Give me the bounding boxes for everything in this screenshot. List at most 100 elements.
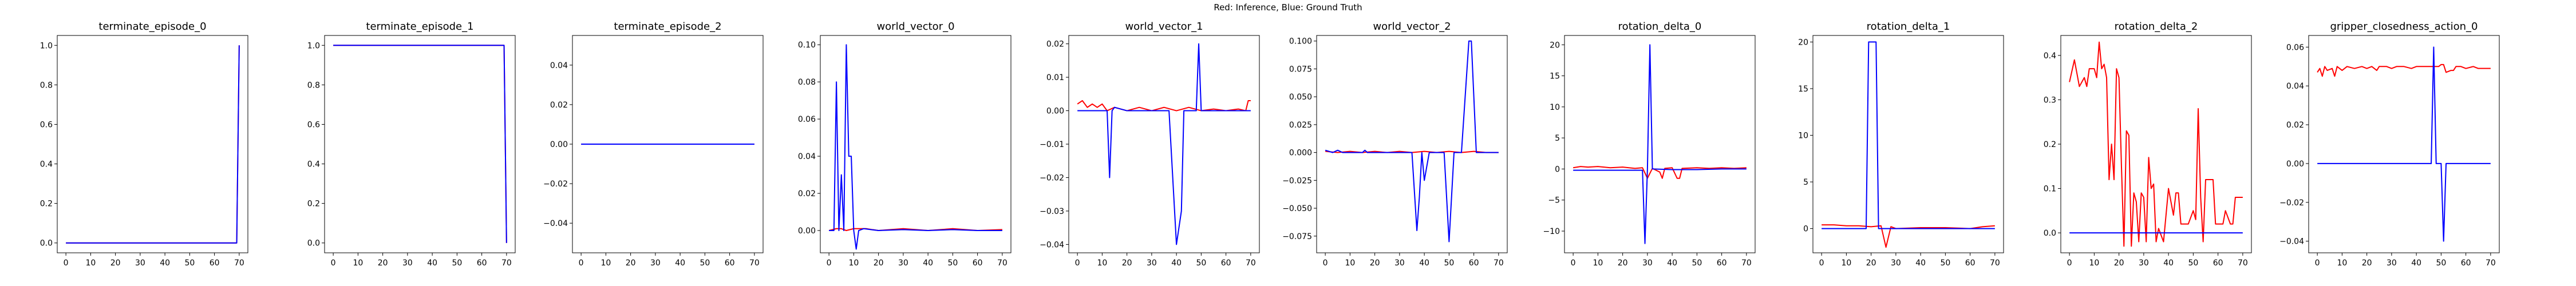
x-tick-label: 30 bbox=[650, 259, 661, 268]
x-tick-label: 10 bbox=[85, 259, 96, 268]
plot-lines bbox=[1822, 41, 1995, 248]
y-tick-label: −10 bbox=[1543, 227, 1560, 236]
series-line-inference bbox=[2069, 41, 2243, 247]
x-tick-label: 70 bbox=[749, 259, 760, 268]
x-tick-label: 30 bbox=[402, 259, 413, 268]
x-tick-label: 30 bbox=[1891, 259, 1901, 268]
y-tick-label: 0.100 bbox=[1289, 37, 1312, 46]
x-tick-label: 40 bbox=[675, 259, 685, 268]
y-tick-label: 0.000 bbox=[1289, 149, 1312, 158]
y-tick-label: 0.02 bbox=[2286, 121, 2304, 130]
subplot-world-vector-2: world_vector_2 0 10 20 30 40 50 60 70 −0.075 −0.05… bbox=[1282, 21, 1508, 268]
y-tick-label: −0.075 bbox=[1282, 232, 1312, 241]
y-tick-label: 15 bbox=[1550, 72, 1560, 81]
x-tick-label: 50 bbox=[184, 259, 195, 268]
x-tick-label: 60 bbox=[210, 259, 220, 268]
x-tick-label: 70 bbox=[2238, 259, 2248, 268]
y-tick-label: −0.050 bbox=[1282, 204, 1312, 213]
figure-suptitle: Red: Inference, Blue: Ground Truth bbox=[1214, 2, 1362, 13]
x-tick-label: 20 bbox=[874, 259, 884, 268]
y-tick-label: 0.0 bbox=[307, 239, 320, 248]
axes-frame bbox=[2060, 35, 2252, 253]
y-tick-label: −5 bbox=[1548, 196, 1560, 205]
x-tick-label: 60 bbox=[1221, 259, 1231, 268]
x-tick-label: 30 bbox=[1394, 259, 1405, 268]
x-tick-label: 20 bbox=[2114, 259, 2124, 268]
series-line-inference bbox=[1573, 166, 1747, 179]
x-tick-label: 50 bbox=[2436, 259, 2446, 268]
y-tick-label: 1.0 bbox=[40, 41, 53, 50]
x-tick-label: 10 bbox=[600, 259, 611, 268]
plot-lines bbox=[1325, 40, 1499, 243]
subplot-terminate-episode-2: terminate_episode_2 0 10 20 30 40 50 60 70 −0.04 −… bbox=[543, 21, 764, 268]
x-tick-label: 30 bbox=[1642, 259, 1653, 268]
x-tick-label: 60 bbox=[725, 259, 735, 268]
y-tick-label: 0.2 bbox=[2044, 140, 2056, 149]
x-tick-label: 50 bbox=[947, 259, 958, 268]
x-tick-label: 10 bbox=[2337, 259, 2347, 268]
x-tick-label: 20 bbox=[1866, 259, 1876, 268]
axes-frame bbox=[1564, 35, 1756, 253]
y-tick-label: 0.025 bbox=[1289, 121, 1312, 130]
y-tick-label: 0.02 bbox=[550, 101, 568, 110]
series-line-ground-truth bbox=[1077, 43, 1251, 245]
y-tick-label: 0.02 bbox=[1046, 40, 1064, 49]
y-tick-label: −0.02 bbox=[543, 180, 568, 189]
x-tick-label: 0 bbox=[1075, 259, 1080, 268]
x-tick-label: 50 bbox=[1692, 259, 1702, 268]
y-tick-label: 0.0 bbox=[2044, 229, 2056, 238]
y-tick-label: 0.8 bbox=[40, 81, 53, 90]
series-line-ground-truth bbox=[829, 44, 1002, 250]
y-tick-label: 0.00 bbox=[798, 227, 816, 236]
plot-lines bbox=[333, 45, 507, 243]
y-tick-label: 0.4 bbox=[2044, 51, 2056, 61]
subplot-title: world_vector_0 bbox=[876, 21, 954, 33]
series-line-ground-truth bbox=[1822, 41, 1995, 229]
x-tick-label: 40 bbox=[160, 259, 170, 268]
y-tick-label: 0.075 bbox=[1289, 65, 1312, 74]
x-tick-label: 60 bbox=[2213, 259, 2223, 268]
axes-frame bbox=[57, 35, 248, 253]
x-tick-label: 30 bbox=[2139, 259, 2149, 268]
y-tick-label: 0.8 bbox=[307, 81, 320, 90]
y-tick-label: 0.06 bbox=[2286, 43, 2304, 52]
y-tick-label: 0.01 bbox=[1046, 73, 1064, 82]
x-tick-label: 60 bbox=[1965, 259, 1976, 268]
y-tick-label: 0.00 bbox=[1046, 107, 1064, 116]
x-tick-label: 40 bbox=[1419, 259, 1429, 268]
x-tick-label: 0 bbox=[2315, 259, 2320, 268]
axes-frame bbox=[820, 35, 1012, 253]
x-tick-label: 20 bbox=[1370, 259, 1380, 268]
x-tick-label: 70 bbox=[1741, 259, 1752, 268]
axes-frame bbox=[1068, 35, 1260, 253]
x-tick-label: 20 bbox=[2362, 259, 2372, 268]
x-tick-label: 40 bbox=[1667, 259, 1677, 268]
x-tick-label: 70 bbox=[1990, 259, 2000, 268]
subplot-terminate-episode-0: terminate_episode_0 0 10 20 30 40 50 60 70 0.0 0.2… bbox=[40, 21, 248, 268]
subplot-title: gripper_closedness_action_0 bbox=[2330, 21, 2478, 33]
x-tick-label: 50 bbox=[1196, 259, 1206, 268]
y-tick-label: −0.03 bbox=[1040, 207, 1064, 216]
x-tick-label: 30 bbox=[135, 259, 145, 268]
plot-lines bbox=[2069, 41, 2243, 247]
x-tick-label: 20 bbox=[378, 259, 388, 268]
x-tick-label: 30 bbox=[1147, 259, 1157, 268]
y-tick-label: 0.2 bbox=[307, 200, 320, 209]
plot-lines bbox=[828, 44, 1002, 250]
y-tick-label: −0.025 bbox=[1282, 176, 1312, 185]
y-tick-label: 5 bbox=[1555, 134, 1560, 143]
x-tick-label: 0 bbox=[827, 259, 832, 268]
x-tick-label: 60 bbox=[1717, 259, 1727, 268]
subplot-title: terminate_episode_0 bbox=[98, 21, 206, 33]
axes-frame bbox=[1316, 35, 1508, 253]
y-tick-label: −0.04 bbox=[2279, 237, 2304, 247]
y-tick-label: 0.00 bbox=[550, 140, 568, 149]
x-tick-label: 40 bbox=[2163, 259, 2174, 268]
y-tick-label: 0.6 bbox=[307, 120, 320, 129]
x-tick-label: 70 bbox=[1246, 259, 1256, 268]
x-tick-label: 0 bbox=[579, 259, 584, 268]
subplot-gripper-closedness-action-0: gripper_closedness_action_0 0 10 20 30 40 50 60… bbox=[2279, 21, 2500, 268]
y-tick-label: 0 bbox=[1803, 225, 1808, 234]
y-tick-label: 20 bbox=[1798, 38, 1808, 47]
